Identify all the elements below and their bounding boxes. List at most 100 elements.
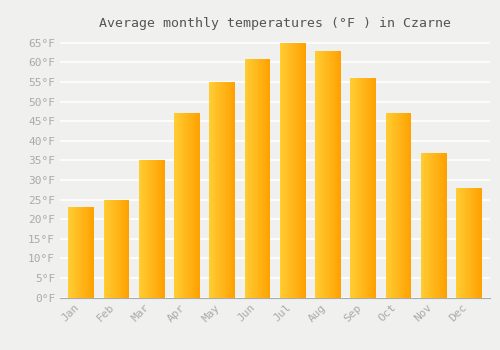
Bar (480, 188, 482, 298)
Bar (262, 58, 263, 298)
Bar (464, 188, 465, 298)
Bar (469, 188, 470, 298)
Bar (292, 43, 294, 298)
Bar (289, 43, 290, 298)
Bar (125, 199, 126, 298)
Bar (258, 58, 260, 298)
Bar (366, 78, 368, 298)
Bar (461, 188, 462, 298)
Bar (145, 160, 146, 298)
Bar (386, 113, 388, 298)
Bar (154, 160, 156, 298)
Bar (476, 188, 478, 298)
Bar (110, 199, 111, 298)
Bar (120, 199, 122, 298)
Bar (249, 58, 250, 298)
Bar (457, 188, 458, 298)
Bar (152, 160, 153, 298)
Bar (324, 51, 325, 298)
Bar (254, 58, 255, 298)
Bar (363, 78, 364, 298)
Bar (74, 208, 76, 298)
Bar (286, 43, 288, 298)
Bar (71, 208, 72, 298)
Bar (426, 153, 427, 298)
Bar (438, 153, 439, 298)
Bar (213, 82, 214, 298)
Bar (226, 82, 228, 298)
Bar (372, 78, 374, 298)
Bar (470, 188, 471, 298)
Bar (112, 199, 114, 298)
Bar (404, 113, 406, 298)
Bar (292, 43, 293, 298)
Bar (368, 78, 370, 298)
Bar (327, 51, 328, 298)
Bar (106, 199, 108, 298)
Bar (386, 113, 387, 298)
Bar (407, 113, 408, 298)
Bar (244, 58, 246, 298)
Bar (282, 43, 283, 298)
Bar (113, 199, 114, 298)
Bar (475, 188, 476, 298)
Bar (437, 153, 438, 298)
Bar (324, 51, 326, 298)
Bar (402, 113, 404, 298)
Bar (212, 82, 213, 298)
Bar (338, 51, 339, 298)
Bar (330, 51, 332, 298)
Bar (140, 160, 141, 298)
Bar (320, 51, 322, 298)
Bar (197, 113, 198, 298)
Bar (396, 113, 397, 298)
Bar (300, 43, 302, 298)
Bar (198, 113, 199, 298)
Bar (425, 153, 426, 298)
Bar (303, 43, 304, 298)
Bar (326, 51, 328, 298)
Bar (118, 199, 120, 298)
Bar (181, 113, 182, 298)
Bar (431, 153, 432, 298)
Bar (266, 58, 267, 298)
Bar (463, 188, 464, 298)
Bar (182, 113, 183, 298)
Title: Average monthly temperatures (°F ) in Czarne: Average monthly temperatures (°F ) in Cz… (99, 17, 451, 30)
Bar (260, 58, 261, 298)
Bar (422, 153, 424, 298)
Bar (234, 82, 235, 298)
Bar (143, 160, 144, 298)
Bar (81, 208, 82, 298)
Bar (114, 199, 115, 298)
Bar (161, 160, 162, 298)
Bar (247, 58, 248, 298)
Bar (198, 113, 200, 298)
Bar (470, 188, 472, 298)
Bar (72, 208, 73, 298)
Bar (90, 208, 91, 298)
Bar (366, 78, 367, 298)
Bar (430, 153, 432, 298)
Bar (301, 43, 302, 298)
Bar (480, 188, 481, 298)
Bar (284, 43, 286, 298)
Bar (285, 43, 286, 298)
Bar (290, 43, 292, 298)
Bar (330, 51, 331, 298)
Bar (142, 160, 144, 298)
Bar (218, 82, 220, 298)
Bar (78, 208, 79, 298)
Bar (394, 113, 396, 298)
Bar (302, 43, 303, 298)
Bar (296, 43, 297, 298)
Bar (190, 113, 192, 298)
Bar (119, 199, 120, 298)
Bar (424, 153, 426, 298)
Bar (196, 113, 198, 298)
Bar (443, 153, 444, 298)
Bar (298, 43, 300, 298)
Bar (464, 188, 466, 298)
Bar (216, 82, 218, 298)
Bar (176, 113, 177, 298)
